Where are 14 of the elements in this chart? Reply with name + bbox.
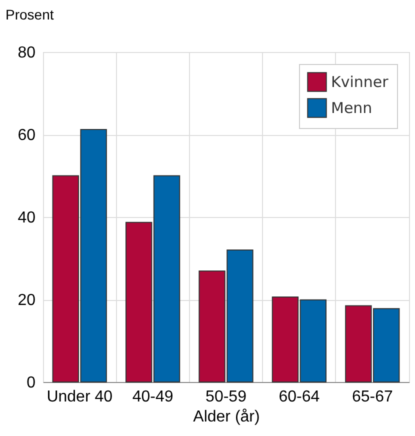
y-tick-label: 40 bbox=[18, 210, 36, 226]
x-tick-label: 40-49 bbox=[132, 388, 174, 406]
x-tick-label: 65-67 bbox=[352, 388, 393, 406]
x-tick-label: Under 40 bbox=[46, 388, 113, 406]
legend-label: Kvinner bbox=[331, 73, 390, 91]
y-tick-label: 0 bbox=[26, 374, 36, 392]
x-tick-label: 50-59 bbox=[206, 388, 247, 406]
x-tick-label: 60-64 bbox=[278, 388, 320, 406]
y-tick-label: 20 bbox=[18, 292, 36, 309]
legend-label: Menn bbox=[331, 99, 372, 117]
y-axis-title: Prosent bbox=[6, 6, 54, 22]
x-axis-title: Alder (år) bbox=[193, 408, 260, 426]
y-tick-label: 80 bbox=[18, 44, 36, 62]
y-tick-label: 60 bbox=[18, 127, 36, 144]
